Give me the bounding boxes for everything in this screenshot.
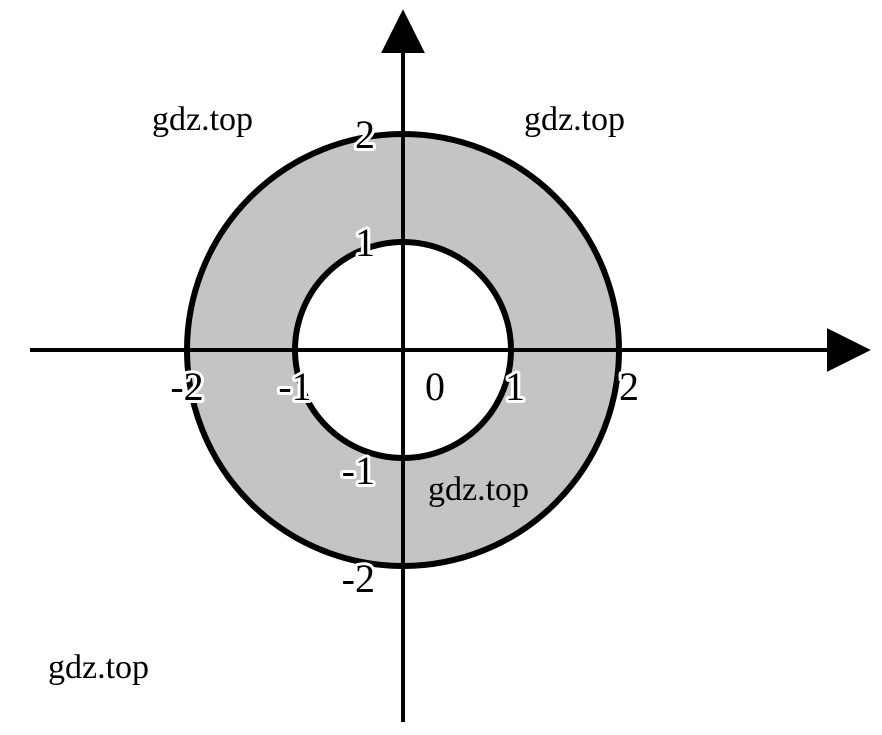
y-tick-label--2: -2 <box>342 556 375 601</box>
watermark-3: gdz.top <box>48 649 149 686</box>
watermark-2: gdz.top <box>428 471 529 508</box>
y-tick-label--1: -1 <box>342 448 375 493</box>
x-tick-label--1: -1 <box>278 364 311 409</box>
x-tick-label--2: -2 <box>170 364 203 409</box>
watermark-0: gdz.top <box>152 101 253 138</box>
x-tick-label-1: 1 <box>505 364 525 409</box>
annulus-chart: -2-2-1-111222211-1-1-2-200gdz.topgdz.top… <box>0 0 882 735</box>
x-tick-label-2: 2 <box>619 364 639 409</box>
origin-label: 0 <box>425 364 445 409</box>
watermark-1: gdz.top <box>524 101 625 138</box>
y-tick-label-1: 1 <box>355 220 375 265</box>
y-tick-label-2: 2 <box>355 112 375 157</box>
chart-container: -2-2-1-111222211-1-1-2-200gdz.topgdz.top… <box>0 0 882 735</box>
